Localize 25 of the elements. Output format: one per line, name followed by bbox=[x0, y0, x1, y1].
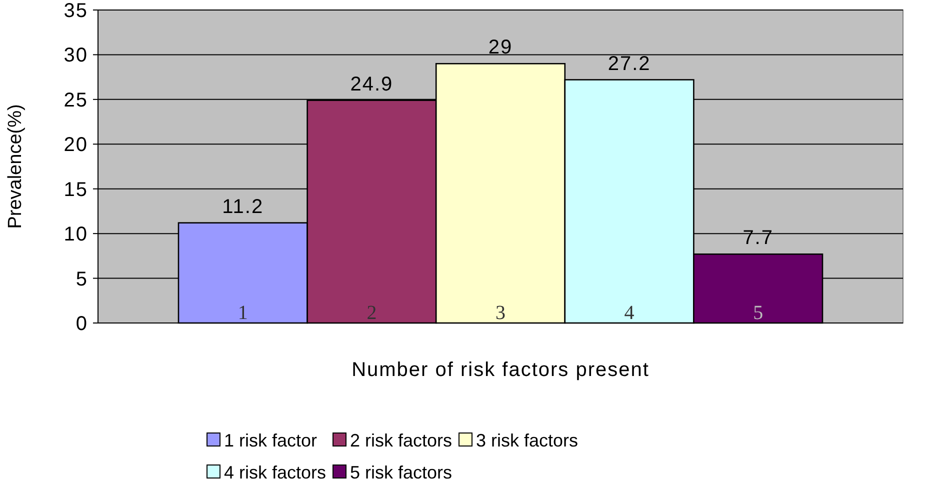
data-label: 7.7 bbox=[742, 227, 774, 250]
y-tick-label: 10 bbox=[64, 224, 88, 246]
legend-label: 5 risk factors bbox=[350, 462, 452, 482]
data-label: 24.9 bbox=[350, 73, 394, 96]
legend-label: 3 risk factors bbox=[476, 430, 578, 450]
legend-label: 2 risk factors bbox=[350, 430, 452, 450]
annotation: 2 bbox=[366, 302, 377, 324]
annotation: 3 bbox=[496, 302, 506, 324]
y-tick-label: 30 bbox=[64, 44, 88, 67]
x-axis-title: Number of risk factors present bbox=[352, 359, 650, 381]
y-tick-label: 35 bbox=[64, 0, 88, 22]
y-axis-title: Prevalence(%) bbox=[5, 104, 26, 229]
y-tick-label: 5 bbox=[76, 268, 88, 290]
annotation: 5 bbox=[753, 302, 764, 324]
legend-label: 4 risk factors bbox=[224, 462, 326, 482]
data-label: 11.2 bbox=[222, 196, 264, 218]
data-label: 29 bbox=[488, 36, 513, 59]
y-tick-label: 20 bbox=[64, 134, 88, 156]
y-tick-label: 25 bbox=[64, 89, 88, 112]
y-tick-label: 15 bbox=[64, 178, 88, 201]
legend-label: 1 risk factor bbox=[224, 430, 318, 450]
data-label: 27.2 bbox=[608, 52, 651, 75]
y-tick-label: 0 bbox=[76, 313, 88, 335]
annotation: 4 bbox=[624, 302, 634, 324]
annotation: 1 bbox=[238, 302, 248, 324]
